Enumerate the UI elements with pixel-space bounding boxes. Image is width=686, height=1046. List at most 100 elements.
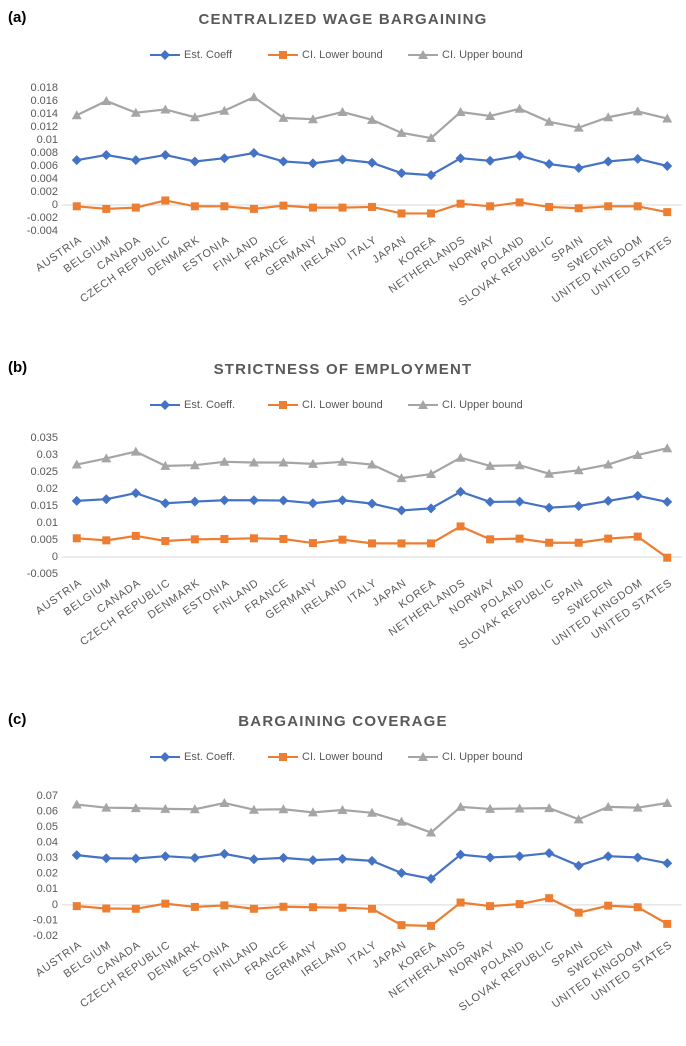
marker: [189, 852, 200, 863]
y-tick-label: -0.005: [27, 568, 58, 580]
y-tick-label: 0.07: [37, 790, 58, 802]
marker: [632, 852, 643, 863]
marker: [396, 505, 407, 516]
marker: [604, 534, 613, 543]
marker: [485, 155, 496, 166]
marker: [455, 801, 466, 811]
marker: [396, 127, 407, 137]
legend-label: Est. Coeff: [184, 49, 233, 61]
marker: [367, 498, 377, 509]
marker: [485, 803, 496, 813]
marker: [278, 457, 289, 467]
marker: [249, 904, 258, 913]
legend-marker: [160, 752, 170, 762]
y-tick-label: 0.01: [37, 517, 58, 529]
y-tick-label: 0: [52, 199, 58, 211]
marker: [219, 105, 230, 115]
marker: [337, 495, 348, 506]
marker: [219, 153, 230, 164]
marker: [219, 798, 230, 807]
marker: [220, 534, 229, 543]
marker: [101, 853, 112, 864]
legend-marker: [279, 51, 287, 59]
marker: [573, 162, 584, 173]
marker: [160, 851, 171, 862]
marker: [632, 802, 643, 812]
marker: [160, 149, 171, 160]
marker: [455, 486, 466, 497]
y-tick-label: 0.04: [37, 837, 58, 849]
marker: [337, 107, 348, 117]
marker: [455, 849, 466, 860]
marker: [189, 460, 200, 470]
marker: [603, 156, 614, 167]
marker: [574, 538, 583, 547]
marker: [190, 902, 199, 911]
legend-label: CI. Upper bound: [442, 49, 523, 61]
marker: [189, 804, 200, 814]
marker: [604, 901, 613, 910]
marker: [426, 827, 437, 837]
marker: [160, 803, 171, 813]
marker: [632, 450, 643, 459]
marker: [102, 904, 111, 913]
marker: [515, 900, 524, 909]
marker: [397, 209, 406, 218]
legend-marker: [418, 50, 428, 59]
marker: [662, 496, 673, 507]
panel-label: (b): [8, 359, 27, 376]
marker: [101, 494, 112, 505]
marker: [307, 498, 318, 509]
legend-marker: [160, 400, 170, 410]
marker: [102, 204, 111, 213]
marker: [130, 803, 141, 813]
y-tick-label: 0.004: [30, 173, 58, 185]
marker: [544, 803, 555, 813]
marker: [603, 495, 614, 506]
marker: [662, 858, 673, 869]
marker: [101, 802, 112, 812]
marker: [514, 496, 525, 507]
marker: [367, 157, 377, 168]
legend-label: Est. Coeff.: [184, 399, 235, 411]
marker: [545, 894, 554, 903]
marker: [307, 807, 318, 817]
marker: [573, 122, 584, 132]
marker: [545, 202, 554, 211]
marker: [71, 155, 82, 166]
chart-title: BARGAINING COVERAGE: [238, 713, 447, 730]
marker: [130, 107, 141, 117]
marker: [397, 921, 406, 930]
legend-label: CI. Lower bound: [302, 399, 383, 411]
marker: [544, 116, 555, 126]
marker: [337, 805, 348, 814]
legend-marker: [418, 400, 428, 409]
marker: [248, 854, 259, 865]
marker: [574, 908, 583, 917]
marker: [189, 156, 200, 167]
marker: [279, 534, 288, 543]
legend-label: Est. Coeff.: [184, 751, 235, 763]
marker: [190, 535, 199, 544]
legend-label: CI. Upper bound: [442, 399, 523, 411]
marker: [367, 114, 377, 124]
marker: [307, 158, 318, 169]
y-tick-label: 0.03: [37, 852, 58, 864]
panel-label: (c): [8, 711, 26, 728]
y-tick-label: 0.025: [30, 466, 58, 478]
marker: [338, 535, 347, 544]
marker: [573, 860, 584, 871]
marker: [368, 904, 376, 913]
marker: [632, 106, 643, 116]
marker: [337, 456, 348, 466]
marker: [368, 202, 376, 211]
marker: [396, 816, 407, 826]
marker: [219, 495, 230, 506]
y-tick-label: -0.002: [27, 212, 58, 224]
chart-title: STRICTNESS OF EMPLOYMENT: [214, 361, 473, 378]
marker: [307, 114, 318, 124]
y-tick-label: 0.06: [37, 805, 58, 817]
marker: [455, 153, 466, 164]
y-tick-label: 0.03: [37, 449, 58, 461]
marker: [248, 92, 259, 102]
